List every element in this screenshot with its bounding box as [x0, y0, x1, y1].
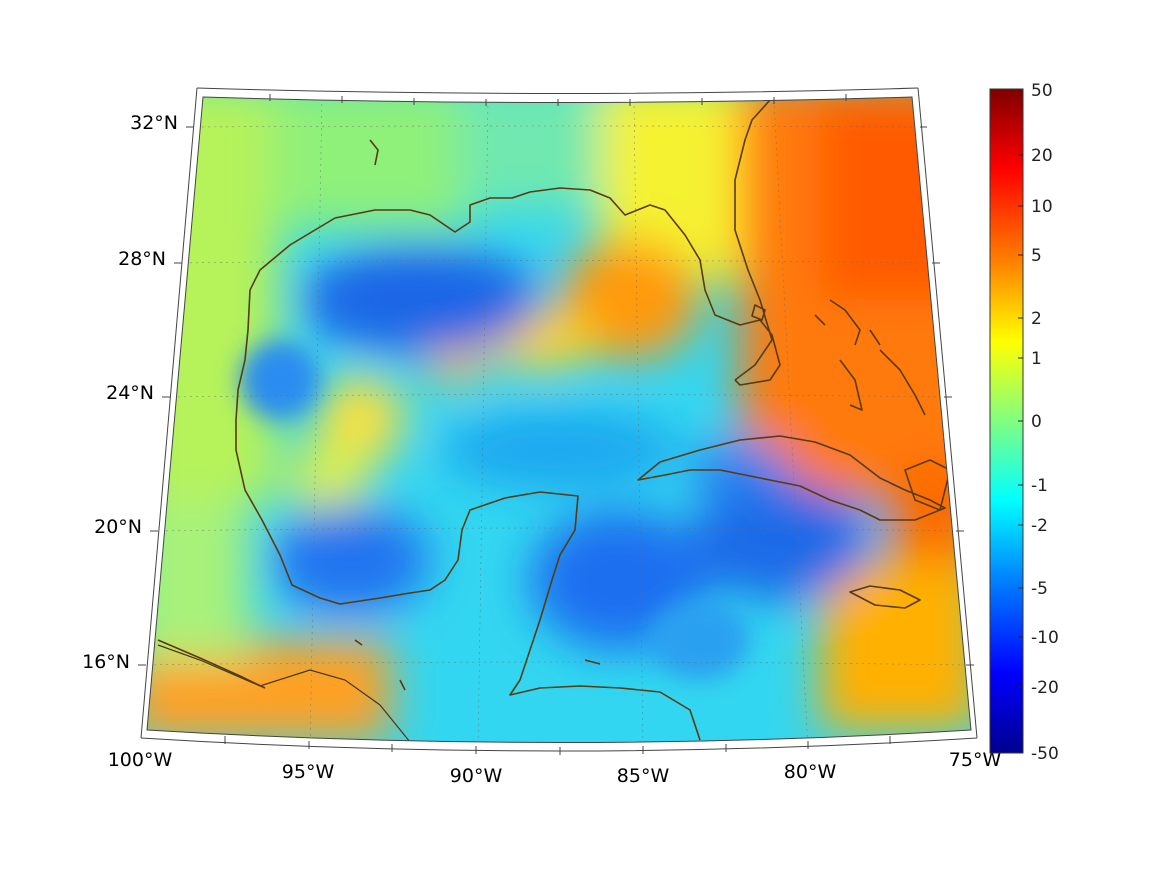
colorbar-gradient: [989, 88, 1024, 754]
anomaly-field: [147, 97, 971, 743]
lon-label: 90°W: [450, 765, 503, 787]
map-frame: [146, 96, 972, 743]
lat-label: 28°N: [118, 248, 166, 270]
colorbar-label: 0: [1031, 412, 1042, 432]
frame-ticks: [138, 94, 974, 755]
lon-label: 100°W: [108, 749, 173, 771]
lat-label: 32°N: [130, 112, 178, 134]
lon-label: 80°W: [784, 761, 837, 783]
colorbar-label: 1: [1031, 349, 1042, 369]
colorbar-label: -20: [1031, 678, 1059, 698]
lat-label: 24°N: [106, 382, 154, 404]
colorbar-label: -50: [1031, 744, 1059, 764]
colorbar-label: -1: [1031, 476, 1048, 496]
graticule: [147, 97, 966, 743]
lat-label: 20°N: [94, 516, 142, 538]
colorbar-label: -5: [1031, 579, 1048, 599]
colorbar-label: -2: [1031, 516, 1048, 536]
colorbar: 50 20 10 5 2 1 0 -1 -2 -5 -10 -20 -50: [989, 81, 1059, 764]
coastlines: [157, 99, 951, 743]
colorbar-label: 20: [1031, 146, 1053, 166]
colorbar-label: 2: [1031, 309, 1042, 329]
colorbar-label: -10: [1031, 628, 1059, 648]
lon-label: 75°W: [949, 749, 1002, 771]
colorbar-label: 10: [1031, 197, 1053, 217]
latitude-labels: 32°N 28°N 24°N 20°N 16°N: [82, 112, 178, 673]
longitude-labels: 100°W 95°W 90°W 85°W 80°W 75°W: [108, 749, 1002, 787]
lon-label: 85°W: [617, 765, 670, 787]
lon-label: 95°W: [282, 761, 335, 783]
lat-label: 16°N: [82, 651, 130, 673]
colorbar-label: 5: [1031, 246, 1042, 266]
colorbar-label: 50: [1031, 81, 1053, 101]
